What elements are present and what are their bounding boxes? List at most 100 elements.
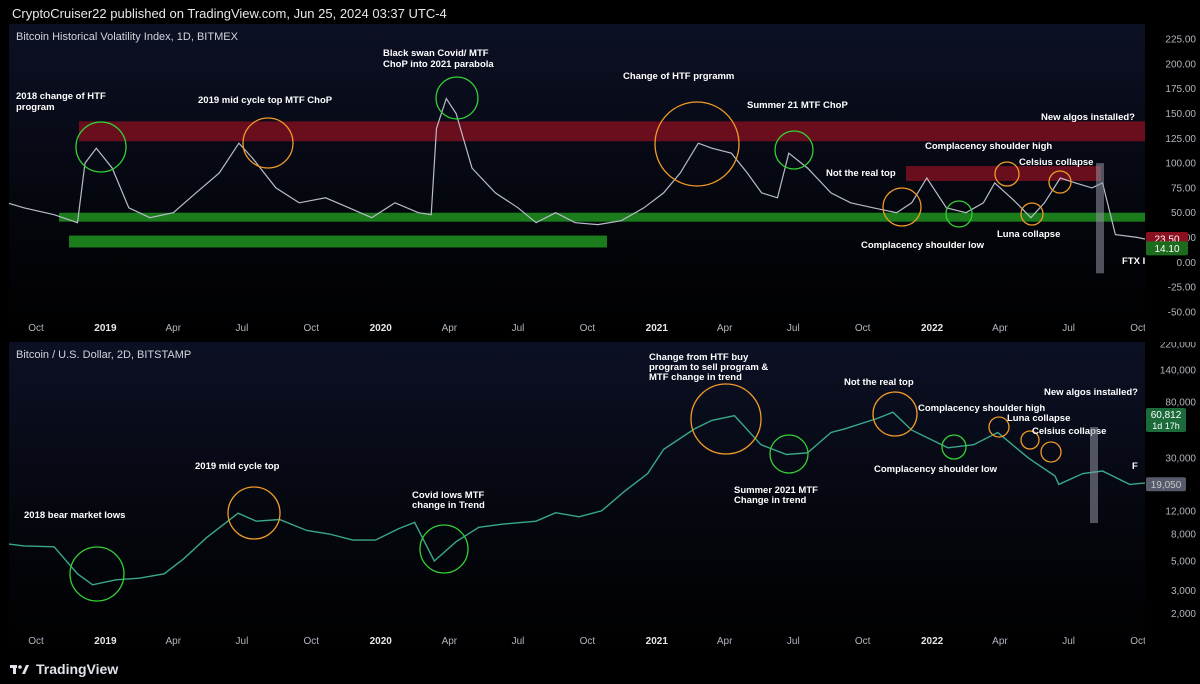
x-tick-label: Jul — [236, 636, 249, 647]
y-tick-label: 30,000 — [1165, 454, 1196, 465]
publish-header: CryptoCruiser22 published on TradingView… — [12, 6, 447, 21]
annotation-circle — [988, 416, 1010, 438]
annotation-circle — [75, 121, 127, 173]
annotation-circle — [419, 524, 469, 574]
annotation-circle — [994, 161, 1020, 187]
x-tick-label: Oct — [1130, 323, 1145, 334]
volatility-chart-panel[interactable]: 2018 change of HTF program 2019 mid cycle … — [9, 24, 1145, 338]
y-tick-label: 100.00 — [1165, 159, 1196, 170]
y-tick-label: 8,000 — [1171, 530, 1196, 541]
x-tick-label: Apr — [442, 636, 458, 647]
annotation-circle — [1020, 430, 1040, 450]
annotation-circle — [774, 130, 814, 170]
annotation-label: Covid lows MTF change in Trend — [412, 490, 485, 511]
annotation-label: Not the real top — [844, 377, 914, 388]
y-tick-label: 12,000 — [1165, 506, 1196, 517]
annotation-label: FTX I — [1122, 256, 1145, 267]
y-tick-label: -25.00 — [1168, 283, 1197, 294]
y-tick-label: 225.00 — [1165, 35, 1196, 46]
annotation-label: Summer 21 MTF ChoP — [747, 100, 848, 111]
x-tick-label: 2019 — [94, 323, 117, 334]
y-tick-label: 150.00 — [1165, 109, 1196, 120]
y-tick-label: 5,000 — [1171, 556, 1196, 567]
x-tick-label: 2022 — [921, 636, 944, 647]
y-tick-label: 125.00 — [1165, 134, 1196, 145]
x-tick-label: 2019 — [94, 636, 117, 647]
annotation-circle — [1020, 202, 1044, 226]
x-tick-label: Oct — [28, 636, 44, 647]
zone-band — [79, 121, 1145, 142]
annotation-circle — [654, 101, 740, 187]
highlight-bar — [1096, 163, 1104, 274]
volatility-series-line — [9, 97, 1145, 240]
x-tick-label: Jul — [1062, 323, 1075, 334]
annotation-label: Luna collapse — [1007, 413, 1070, 424]
x-tick-label: Oct — [304, 636, 320, 647]
x-tick-label: Apr — [717, 323, 733, 334]
y-tick-label: 80,000 — [1165, 398, 1196, 409]
volatility-chart: 2018 change of HTF program 2019 mid cycle … — [9, 48, 1145, 334]
annotation-label: Summer 2021 MTF Change in trend — [734, 485, 818, 506]
annotation-circle — [227, 486, 281, 540]
zone-band — [69, 235, 607, 248]
annotation-circle — [882, 187, 922, 227]
tradingview-logo-icon — [10, 665, 29, 674]
x-tick-label: 2021 — [646, 323, 669, 334]
x-tick-label: Oct — [580, 636, 596, 647]
y-tick-label: 200.00 — [1165, 59, 1196, 70]
x-tick-label: Apr — [442, 323, 458, 334]
annotation-circle — [941, 434, 967, 460]
annotation-circle — [769, 434, 809, 474]
x-tick-label: Apr — [992, 323, 1008, 334]
annotation-circle — [872, 391, 918, 437]
price-label-text: 14.10 — [1154, 244, 1179, 255]
x-tick-label: Jul — [236, 323, 249, 334]
y-tick-label: 0.00 — [1177, 258, 1197, 269]
chart-title: Bitcoin Historical Volatility Index, 1D,… — [16, 31, 238, 43]
y-axis[interactable]: 225.00 200.00 175.00 150.00 125.00 100.00 75.0… — [1145, 24, 1200, 338]
x-tick-label: Apr — [165, 636, 181, 647]
x-tick-label: Oct — [855, 323, 871, 334]
annotation-label: New algos installed? — [1044, 387, 1138, 398]
zone-band — [906, 166, 1101, 181]
price-label-text: 19,050 — [1151, 480, 1182, 491]
annotation-circle — [69, 546, 125, 602]
x-tick-label: Apr — [992, 636, 1008, 647]
annotation-label: Change from HTF buy program to sell progr… — [649, 352, 768, 383]
annotation-label: Black swan Covid/ MTF ChoP into 2021 para… — [383, 48, 494, 70]
annotation-label: Celsius collapse — [1019, 157, 1093, 168]
x-tick-label: Oct — [304, 323, 320, 334]
price-series-line — [9, 411, 1145, 586]
x-tick-label: 2020 — [370, 323, 393, 334]
annotation-label: New algos installed? — [1041, 112, 1135, 123]
zone-band — [59, 212, 1145, 222]
x-tick-label: 2021 — [646, 636, 669, 647]
y-tick-label: 3,000 — [1171, 586, 1196, 597]
price-label-text: 23.50 — [1154, 235, 1179, 246]
price-label-box — [1146, 241, 1188, 256]
price-label-countdown: 1d 17h — [1152, 421, 1180, 431]
annotation-label: Celsius collapse — [1032, 426, 1106, 437]
annotation-label: Complacency shoulder high — [918, 403, 1045, 414]
annotation-circle — [690, 383, 762, 455]
annotation-label: Change of HTF prgramm — [623, 71, 734, 82]
highlight-bar — [1090, 427, 1098, 523]
footer[interactable]: TradingView — [10, 661, 118, 677]
y-tick-label: 2,000 — [1171, 609, 1196, 620]
y-tick-label: -50.00 — [1168, 308, 1197, 319]
chart-title: Bitcoin / U.S. Dollar, 2D, BITSTAMP — [16, 349, 192, 361]
annotation-label: 2019 mid cycle top MTF ChoP — [198, 95, 333, 106]
annotation-label: Complacency shoulder low — [874, 464, 998, 475]
y-tick-label: 175.00 — [1165, 84, 1196, 95]
price-chart: Change from HTF buy program to sell progr… — [9, 352, 1145, 647]
annotation-label: Complacency shoulder low — [861, 240, 985, 251]
y-tick-label: 220,000 — [1160, 342, 1197, 351]
price-chart-panel[interactable]: Change from HTF buy program to sell progr… — [9, 342, 1145, 654]
y-axis[interactable]: 220,000 140,000 80,000 30,000 12,000 8,000 5,0… — [1145, 342, 1200, 654]
x-tick-label: Oct — [28, 323, 44, 334]
annotation-circle — [242, 117, 294, 169]
x-tick-label: 2020 — [370, 636, 393, 647]
x-tick-label: Jul — [512, 636, 525, 647]
y-tick-label: 140,000 — [1160, 365, 1197, 376]
annotation-label: Complacency shoulder high — [925, 141, 1052, 152]
